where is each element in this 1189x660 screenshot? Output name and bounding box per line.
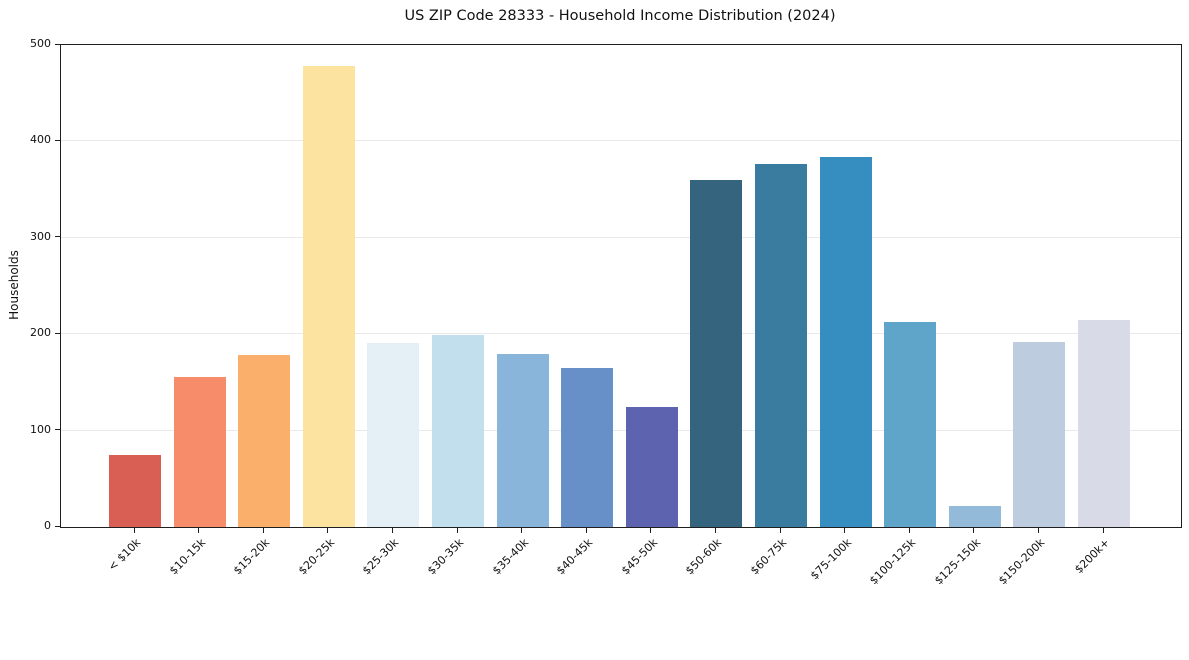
bar-$30-35k — [432, 335, 484, 527]
bar-$15-20k — [238, 355, 291, 527]
y-tick-mark-300 — [55, 236, 60, 238]
x-tick-mark-$125-150k — [973, 528, 975, 533]
gridline-100 — [61, 429, 1181, 431]
bar-$60-75k — [755, 163, 807, 527]
y-tick-label-0: 0 — [44, 519, 51, 532]
x-tick-label-$35-40k: $35-40k — [489, 536, 531, 578]
x-tick-mark-$25-30k — [391, 528, 393, 533]
x-tick-label-$45-50k: $45-50k — [618, 536, 660, 578]
plot-area — [60, 44, 1182, 528]
x-tick-label-$15-20k: $15-20k — [231, 536, 273, 578]
y-tick-mark-100 — [55, 429, 60, 431]
x-tick-label-$40-45k: $40-45k — [554, 536, 596, 578]
y-axis-label: Households — [7, 250, 21, 320]
x-tick-label-< $10k: < $10k — [105, 536, 144, 574]
x-tick-mark-$50-60k — [714, 528, 716, 533]
bar-$40-45k — [561, 367, 614, 527]
y-tick-label-100: 100 — [30, 422, 51, 436]
x-tick-label-$60-75k: $60-75k — [747, 536, 790, 578]
bar-$100-125k — [884, 321, 937, 527]
x-tick-mark-$150-200k — [1037, 528, 1039, 533]
y-tick-label-300: 300 — [30, 229, 51, 243]
x-tick-label-$20-25k: $20-25k — [295, 536, 337, 578]
x-tick-mark-$75-100k — [844, 528, 846, 533]
bar-$25-30k — [367, 342, 420, 527]
x-tick-label-$25-30k: $25-30k — [360, 536, 402, 578]
gridline-400 — [61, 140, 1181, 142]
x-tick-mark-$45-50k — [650, 528, 652, 533]
bar-$75-100k — [819, 156, 872, 527]
bar-< $10k — [109, 454, 161, 527]
x-tick-mark-$20-25k — [327, 528, 329, 533]
x-tick-label-$30-35k: $30-35k — [424, 536, 467, 578]
x-tick-mark-$60-75k — [779, 528, 781, 533]
gridline-300 — [61, 236, 1181, 238]
bar-$35-40k — [496, 354, 549, 527]
chart-figure: US ZIP Code 28333 - Household Income Dis… — [7, 8, 1182, 588]
y-tick-mark-200 — [55, 332, 60, 334]
y-tick-mark-500 — [55, 43, 60, 45]
x-tick-label-$125-150k: $125-150k — [931, 536, 983, 588]
y-tick-label-200: 200 — [30, 326, 51, 340]
bar-$10-15k — [173, 376, 226, 527]
x-tick-mark-$30-35k — [456, 528, 458, 533]
x-tick-mark-$10-15k — [198, 528, 200, 533]
x-tick-mark-$40-45k — [585, 528, 587, 533]
y-tick-label-400: 400 — [30, 133, 51, 147]
x-tick-label-$200k+: $200k+ — [1072, 536, 1113, 577]
x-tick-label-$150-200k: $150-200k — [996, 536, 1048, 588]
bar-$20-25k — [302, 66, 355, 527]
bar-$150-200k — [1013, 341, 1066, 527]
y-tick-label-500: 500 — [30, 37, 51, 50]
bar-$50-60k — [690, 179, 743, 527]
x-tick-label-$10-15k: $10-15k — [166, 536, 208, 578]
chart-title: US ZIP Code 28333 - Household Income Dis… — [404, 8, 836, 24]
y-tick-mark-0 — [55, 525, 60, 527]
x-tick-label-$100-125k: $100-125k — [867, 536, 919, 588]
bar-$125-150k — [948, 505, 1001, 527]
x-tick-mark-$35-40k — [521, 528, 523, 533]
x-tick-mark-$15-20k — [262, 528, 264, 533]
gridline-200 — [61, 333, 1181, 335]
bar-$200k+ — [1078, 319, 1130, 527]
x-tick-mark-$100-125k — [908, 528, 910, 533]
x-tick-label-$75-100k: $75-100k — [807, 536, 854, 583]
x-tick-mark-$200k+ — [1102, 528, 1104, 533]
y-tick-mark-400 — [55, 139, 60, 141]
bar-$45-50k — [625, 406, 678, 527]
x-tick-mark-< $10k — [133, 528, 135, 533]
x-tick-label-$50-60k: $50-60k — [683, 536, 725, 578]
